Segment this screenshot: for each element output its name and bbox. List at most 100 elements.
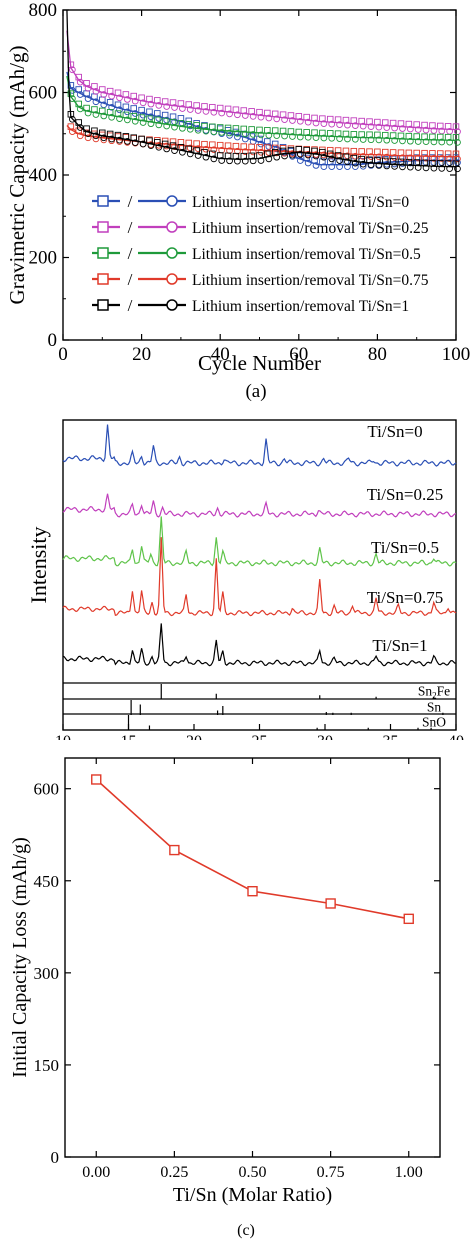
data-point-circle [202, 108, 210, 115]
legend-square-marker [97, 247, 109, 259]
data-point-circle [430, 127, 438, 134]
data-point-circle [257, 113, 265, 121]
data-point-circle [406, 125, 414, 133]
data-point-circle [296, 117, 304, 125]
legend-entry: Lithium insertion/removal Ti/Sn=1 [192, 298, 409, 315]
data-point-circle [139, 140, 147, 148]
data-point-circle [304, 118, 312, 126]
data-point-circle [131, 139, 139, 147]
data-point-circle [69, 115, 76, 123]
data-point-circle [108, 92, 116, 100]
x-tick-label: 30 [317, 733, 333, 740]
x-tick-label: 10 [55, 733, 71, 740]
data-point-circle [249, 157, 257, 165]
data-point-circle [226, 110, 233, 118]
x-tick-label: 40 [211, 344, 230, 365]
data-point-circle [171, 123, 178, 131]
data-point-circle [76, 78, 84, 86]
data-point-circle [273, 132, 281, 139]
legend: / Lithium insertion/removal Ti/Sn=0 / Lithi… [92, 192, 429, 315]
data-point-circle [383, 136, 391, 144]
data-point-circle [399, 125, 406, 132]
data-point-circle [336, 157, 343, 164]
data-point-circle [422, 154, 430, 162]
data-point-circle [84, 130, 92, 138]
data-point-circle [210, 128, 218, 136]
data-point-circle [147, 100, 155, 108]
data-point-circle [116, 106, 123, 114]
data-point-circle [241, 130, 249, 138]
y-axis-label: Gravimetric Capacity (mAh/g) [5, 46, 29, 305]
legend-square-marker [97, 299, 109, 311]
x-tick-label: 0.75 [317, 1164, 345, 1181]
legend-entry: Lithium insertion/removal Ti/Sn=0 [192, 194, 409, 211]
data-point-circle [171, 147, 178, 154]
pattern-label: Ti/Sn=0 [367, 422, 422, 441]
capacity-loss-chart: 0.00 0.25 0.50 0.75 1.00 0 150 300 450 600 Ti/Sn (… [9, 757, 441, 1239]
legend-entry: Lithium insertion/removal Ti/Sn=0.25 [192, 220, 429, 237]
data-point-circle [273, 149, 281, 157]
data-point-circle [155, 121, 163, 129]
data-point-circle [359, 122, 367, 130]
legend-circle-marker [166, 247, 178, 259]
y-axis-label: Intensity [26, 527, 51, 604]
data-point-circle [179, 148, 186, 156]
data-point-circle [336, 135, 343, 142]
legend-square-marker [97, 221, 109, 233]
data-point-circle [367, 161, 375, 169]
panel-label: (c) [237, 1222, 255, 1239]
data-point-circle [359, 160, 367, 168]
y-tick-label: 800 [29, 0, 58, 21]
data-point-circle [163, 103, 171, 110]
data-point [247, 886, 258, 897]
data-point-circle [399, 154, 406, 162]
data-point-circle [139, 119, 147, 126]
data-point-circle [406, 159, 414, 167]
data-point-circle [124, 116, 131, 124]
data-point-circle [304, 151, 312, 159]
data-point-circle [241, 112, 249, 119]
data-point-circle [320, 120, 328, 127]
data-point-circle [186, 106, 194, 113]
data-point-circle [202, 127, 210, 135]
data-point-circle [328, 134, 336, 142]
plot-frame [64, 757, 441, 1158]
data-point-circle [147, 113, 155, 121]
data-point-circle [328, 163, 336, 171]
data-point-circle [218, 109, 226, 117]
data-point-circle [320, 134, 328, 142]
x-tick-label: 0 [58, 344, 68, 365]
x-tick-label: 0.00 [82, 1164, 110, 1181]
data-point-circle [92, 98, 100, 106]
data-point-circle [100, 112, 108, 120]
data-point-circle [391, 137, 398, 144]
data-point-circle [351, 159, 359, 167]
data-point-circle [210, 108, 218, 116]
data-point-circle [257, 131, 265, 139]
pattern-label: Ti/Sn=0.25 [367, 485, 444, 504]
data-point-circle [163, 122, 171, 130]
data-point-circle [351, 122, 359, 129]
data-point-circle [454, 155, 461, 163]
data-point-circle [84, 109, 92, 117]
x-tick-label: 80 [368, 344, 387, 365]
data-point-circle [108, 113, 116, 121]
data-point-circle [234, 133, 241, 141]
data-point-circle [391, 154, 398, 161]
data-point-circle [226, 129, 233, 137]
data-point-circle [375, 123, 383, 131]
legend-square-marker [97, 273, 109, 285]
data-point-circle [100, 136, 108, 144]
data-point-circle [399, 163, 406, 171]
data-point-circle [430, 138, 438, 146]
xrd-pattern-2 [62, 516, 457, 567]
data-point-circle [249, 148, 257, 156]
data-point-circle [375, 162, 383, 169]
x-tick-label: 60 [289, 344, 308, 365]
data-point-circle [265, 131, 273, 139]
data-point-circle [116, 115, 123, 122]
data-point-circle [155, 102, 163, 109]
data-point-circle [92, 132, 100, 140]
series-ti-sn-2 [66, 75, 461, 146]
panel-label: (a) [245, 381, 266, 402]
